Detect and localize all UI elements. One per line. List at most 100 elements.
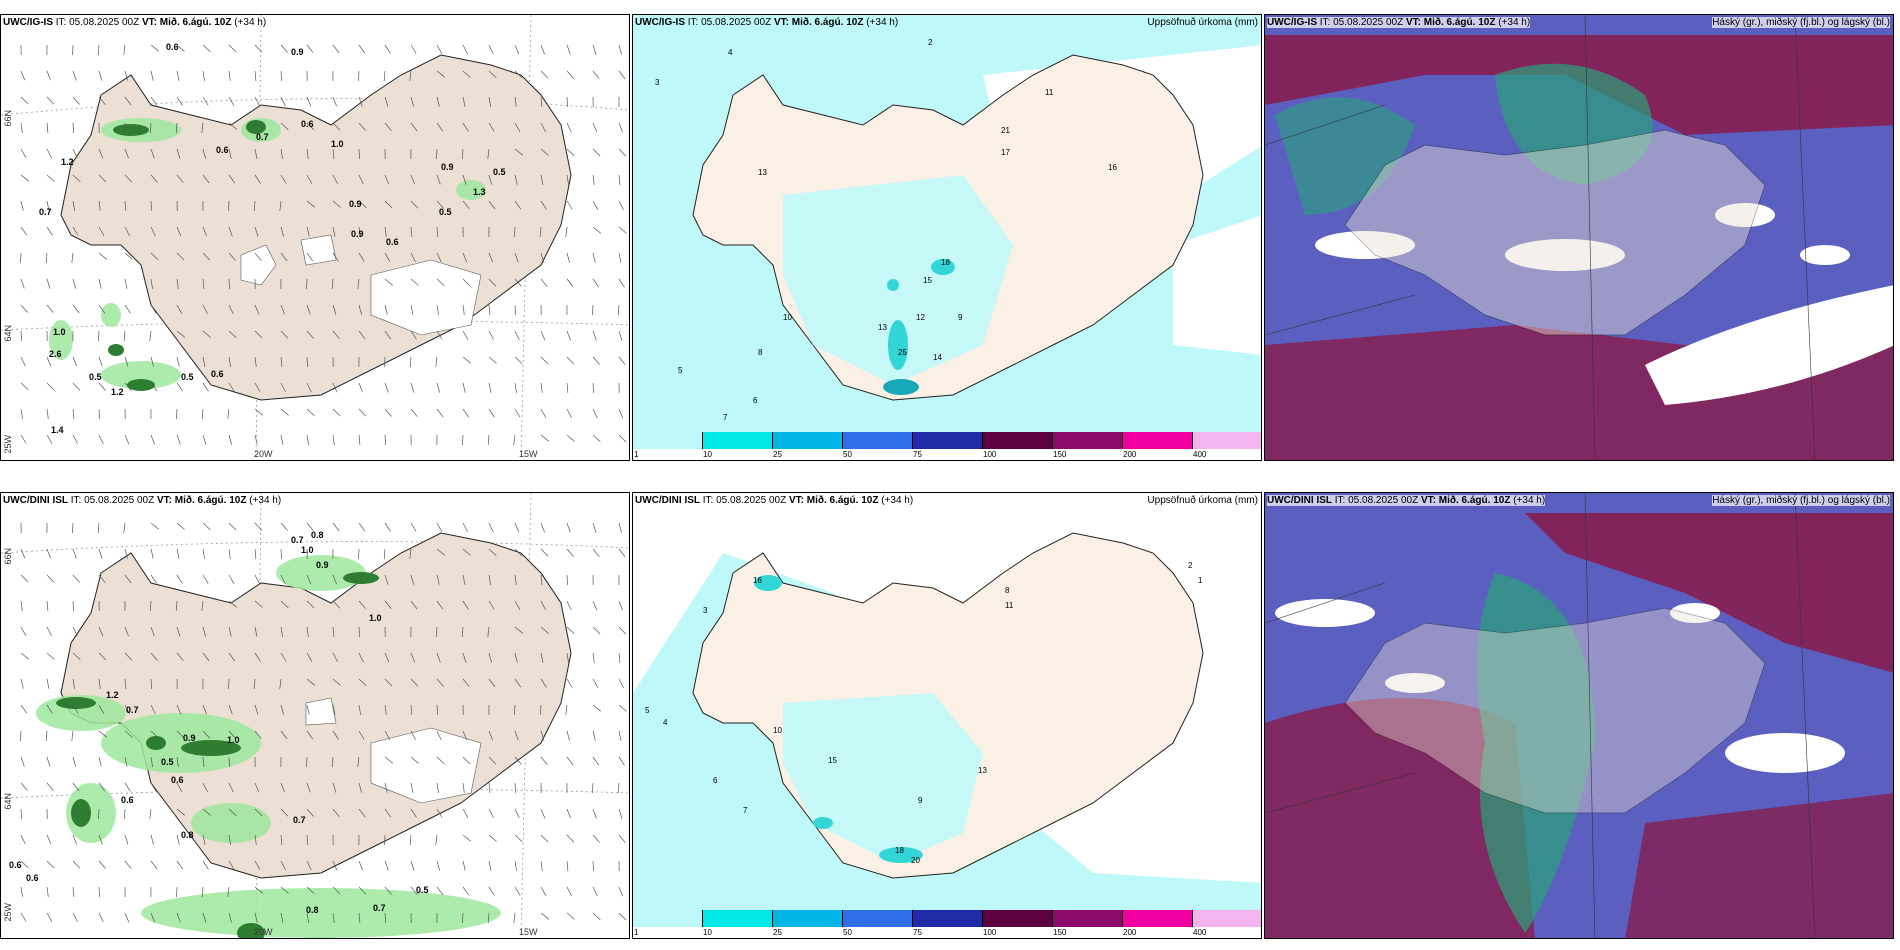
svg-text:16: 16 (753, 576, 762, 585)
wind-barb (592, 834, 600, 843)
wind-barb (97, 44, 100, 56)
wind-barb (436, 278, 445, 287)
wind-barb (46, 382, 55, 391)
wind-barb (72, 70, 77, 81)
wind-barb (461, 626, 464, 638)
wind-barb (98, 912, 104, 923)
colorbar-seg-9 (1193, 910, 1261, 927)
wind-barb (254, 860, 261, 870)
wind-barb (202, 860, 209, 870)
svg-text:0.7: 0.7 (373, 903, 386, 913)
wind-barb (540, 408, 547, 418)
wind-barb (124, 200, 127, 212)
wind-barb (462, 434, 464, 446)
wind-barb (358, 912, 361, 924)
wind-barb (435, 356, 438, 367)
wind-barb (280, 304, 285, 315)
wind-barb (228, 548, 231, 559)
svg-text:0.7: 0.7 (291, 535, 304, 545)
wind-barb (72, 200, 75, 211)
wind-barb (514, 304, 516, 316)
wind-barb (618, 652, 621, 664)
wind-barb (592, 122, 598, 133)
wind-barb (150, 44, 160, 52)
wind-barb (539, 226, 542, 238)
wind-barb (150, 860, 158, 870)
wind-barb (332, 678, 341, 686)
precip-title: Uppsöfnuð úrkoma (mm) (1147, 495, 1258, 506)
wind-barb (358, 704, 361, 715)
wind-barb (462, 912, 464, 924)
wind-barb (462, 278, 471, 287)
wind-barb (202, 834, 206, 845)
wind-barb (228, 200, 230, 212)
wind-barb (46, 756, 51, 767)
wind-barb (488, 678, 496, 688)
wind-barb (539, 704, 542, 716)
wind-barb (410, 704, 413, 716)
wind-barb (46, 886, 49, 897)
cloud-title: Háský (gr.), miðský (fj.bl.) og lágský (… (1712, 17, 1890, 28)
wind-barb (46, 834, 52, 845)
wind-barb (566, 200, 573, 210)
wind-barb (280, 626, 283, 637)
wind-barb (617, 782, 620, 794)
wind-barb (331, 756, 334, 768)
wind-barb (384, 96, 389, 107)
svg-text:0.9: 0.9 (316, 560, 329, 570)
wind-barb (175, 122, 178, 134)
wind-barb (202, 730, 211, 739)
wind-barb (124, 548, 128, 559)
wind-barb (332, 408, 341, 417)
colorbar-tick: 25 (773, 928, 782, 937)
wind-barb (410, 96, 414, 107)
wind-barb (124, 652, 133, 661)
lat-64-label: 64N (3, 325, 13, 342)
svg-text:9: 9 (918, 796, 923, 805)
wind-barb (332, 330, 340, 339)
wind-barb (150, 278, 153, 289)
wind-barb (72, 834, 77, 845)
svg-text:0.9: 0.9 (183, 733, 196, 743)
wind-barb (566, 730, 570, 741)
wind-barb (98, 226, 105, 236)
svg-text:0.7: 0.7 (256, 132, 269, 142)
wind-barb (566, 574, 568, 586)
svg-text:7: 7 (723, 413, 728, 422)
wind-barb (20, 96, 29, 105)
wind-barb (540, 330, 546, 341)
wind-barb (461, 148, 464, 160)
wind-barb (410, 44, 417, 54)
wind-barb (436, 730, 442, 741)
colorbar-tick: 150 (1053, 928, 1067, 937)
wind-barb (45, 730, 48, 742)
wind-barb (306, 382, 312, 393)
wind-barb (254, 548, 257, 560)
wind-barb (566, 148, 575, 157)
wind-barb (384, 304, 388, 315)
wind-barb (20, 548, 26, 559)
colorbar-tick: 200 (1123, 928, 1137, 937)
wind-barb (358, 522, 366, 532)
wind-barb (202, 304, 208, 315)
wind-barb (254, 356, 257, 367)
wind-barb (254, 304, 260, 315)
wind-barb (20, 834, 26, 845)
wind-barb (384, 434, 386, 446)
wind-barb (410, 200, 419, 209)
wind-barb (566, 70, 574, 79)
svg-text:0.9: 0.9 (351, 229, 364, 239)
svg-text:0.9: 0.9 (291, 47, 304, 57)
wind-barb (488, 174, 492, 185)
wind-barb (618, 756, 625, 766)
colorbar-seg-7 (1053, 432, 1123, 449)
wind-barb (280, 356, 283, 368)
colorbar-seg-5 (913, 432, 983, 449)
wind-barb (202, 652, 210, 662)
wind-barb (123, 44, 126, 55)
svg-text:1: 1 (1198, 576, 1203, 585)
wind-barb (254, 730, 262, 739)
wind-barb (565, 226, 568, 237)
svg-text:6: 6 (713, 776, 718, 785)
svg-text:0.9: 0.9 (349, 199, 362, 209)
